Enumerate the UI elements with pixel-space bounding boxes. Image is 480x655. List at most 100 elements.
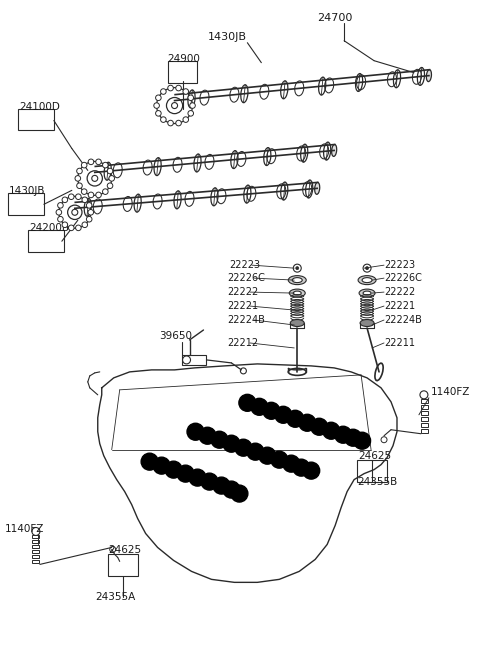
Circle shape: [56, 210, 61, 215]
Circle shape: [161, 88, 166, 94]
Circle shape: [188, 111, 193, 116]
Circle shape: [75, 225, 81, 231]
Circle shape: [211, 431, 228, 448]
Circle shape: [75, 176, 81, 181]
Bar: [421, 417, 428, 421]
Bar: [18, 109, 54, 130]
Circle shape: [223, 481, 240, 498]
Bar: [28, 231, 64, 252]
Circle shape: [176, 121, 181, 126]
Circle shape: [69, 194, 74, 200]
Circle shape: [96, 159, 101, 164]
Text: 24700: 24700: [317, 13, 353, 23]
Circle shape: [154, 103, 159, 108]
Circle shape: [275, 406, 292, 423]
Circle shape: [96, 192, 101, 198]
Bar: [32, 550, 39, 553]
Circle shape: [187, 423, 204, 440]
Circle shape: [92, 176, 98, 181]
Text: 24900: 24900: [168, 54, 201, 64]
Text: 1140FZ: 1140FZ: [431, 387, 470, 397]
Ellipse shape: [292, 278, 302, 282]
Text: 24625: 24625: [109, 546, 142, 555]
Ellipse shape: [288, 276, 306, 285]
Circle shape: [199, 427, 216, 444]
Circle shape: [354, 432, 371, 449]
Ellipse shape: [359, 289, 375, 297]
Circle shape: [345, 429, 361, 446]
Bar: [32, 561, 39, 563]
Circle shape: [239, 394, 256, 411]
Text: 22221: 22221: [384, 301, 415, 311]
Bar: [8, 193, 44, 215]
Circle shape: [183, 88, 189, 94]
Text: 22221: 22221: [228, 301, 259, 311]
Circle shape: [86, 202, 92, 208]
Text: 22212: 22212: [228, 338, 259, 348]
Text: 22226C: 22226C: [384, 273, 422, 283]
Ellipse shape: [362, 278, 372, 282]
Circle shape: [176, 85, 181, 91]
Circle shape: [188, 95, 193, 101]
Circle shape: [58, 216, 63, 222]
Circle shape: [109, 176, 115, 181]
Circle shape: [82, 162, 87, 168]
Circle shape: [107, 183, 113, 189]
Circle shape: [177, 465, 194, 482]
Circle shape: [58, 202, 63, 208]
Bar: [108, 554, 138, 576]
Circle shape: [213, 477, 230, 494]
Ellipse shape: [360, 320, 374, 326]
Circle shape: [299, 414, 316, 431]
Ellipse shape: [363, 291, 371, 295]
Circle shape: [62, 222, 68, 227]
Circle shape: [75, 194, 81, 200]
Text: 22224B: 22224B: [228, 315, 265, 325]
Text: 39650: 39650: [159, 331, 192, 341]
Text: 22211: 22211: [384, 338, 415, 348]
Circle shape: [156, 95, 161, 101]
Circle shape: [189, 469, 206, 486]
Text: 22222: 22222: [228, 287, 259, 297]
Text: 22223: 22223: [384, 260, 415, 270]
Text: 24100D: 24100D: [19, 102, 60, 111]
Circle shape: [88, 192, 94, 198]
Text: 1430JB: 1430JB: [9, 186, 46, 196]
Circle shape: [231, 485, 248, 502]
Circle shape: [251, 398, 268, 415]
Circle shape: [259, 447, 276, 464]
Text: 24355A: 24355A: [95, 592, 135, 603]
Circle shape: [103, 162, 108, 168]
Bar: [421, 429, 428, 433]
Circle shape: [77, 183, 82, 189]
Text: 24200B: 24200B: [29, 223, 69, 233]
Bar: [168, 61, 197, 83]
Ellipse shape: [332, 145, 336, 157]
Circle shape: [161, 117, 166, 122]
Text: 24625: 24625: [358, 451, 391, 460]
Bar: [32, 536, 39, 538]
Text: 22222: 22222: [384, 287, 415, 297]
Circle shape: [296, 267, 299, 270]
Text: 1430JB: 1430JB: [207, 31, 246, 42]
Ellipse shape: [426, 69, 432, 82]
Circle shape: [168, 85, 173, 91]
Circle shape: [283, 455, 300, 472]
Ellipse shape: [358, 276, 376, 285]
Circle shape: [303, 462, 320, 479]
Circle shape: [311, 419, 328, 435]
Bar: [357, 460, 387, 481]
Bar: [32, 555, 39, 559]
Circle shape: [156, 111, 161, 116]
Bar: [181, 355, 206, 365]
Circle shape: [271, 451, 288, 468]
Circle shape: [223, 435, 240, 452]
Ellipse shape: [289, 289, 305, 297]
Ellipse shape: [290, 320, 304, 326]
Circle shape: [263, 402, 280, 419]
Circle shape: [88, 210, 94, 215]
Circle shape: [247, 443, 264, 460]
Circle shape: [293, 459, 310, 476]
Bar: [421, 399, 428, 403]
Text: 22223: 22223: [229, 260, 261, 270]
